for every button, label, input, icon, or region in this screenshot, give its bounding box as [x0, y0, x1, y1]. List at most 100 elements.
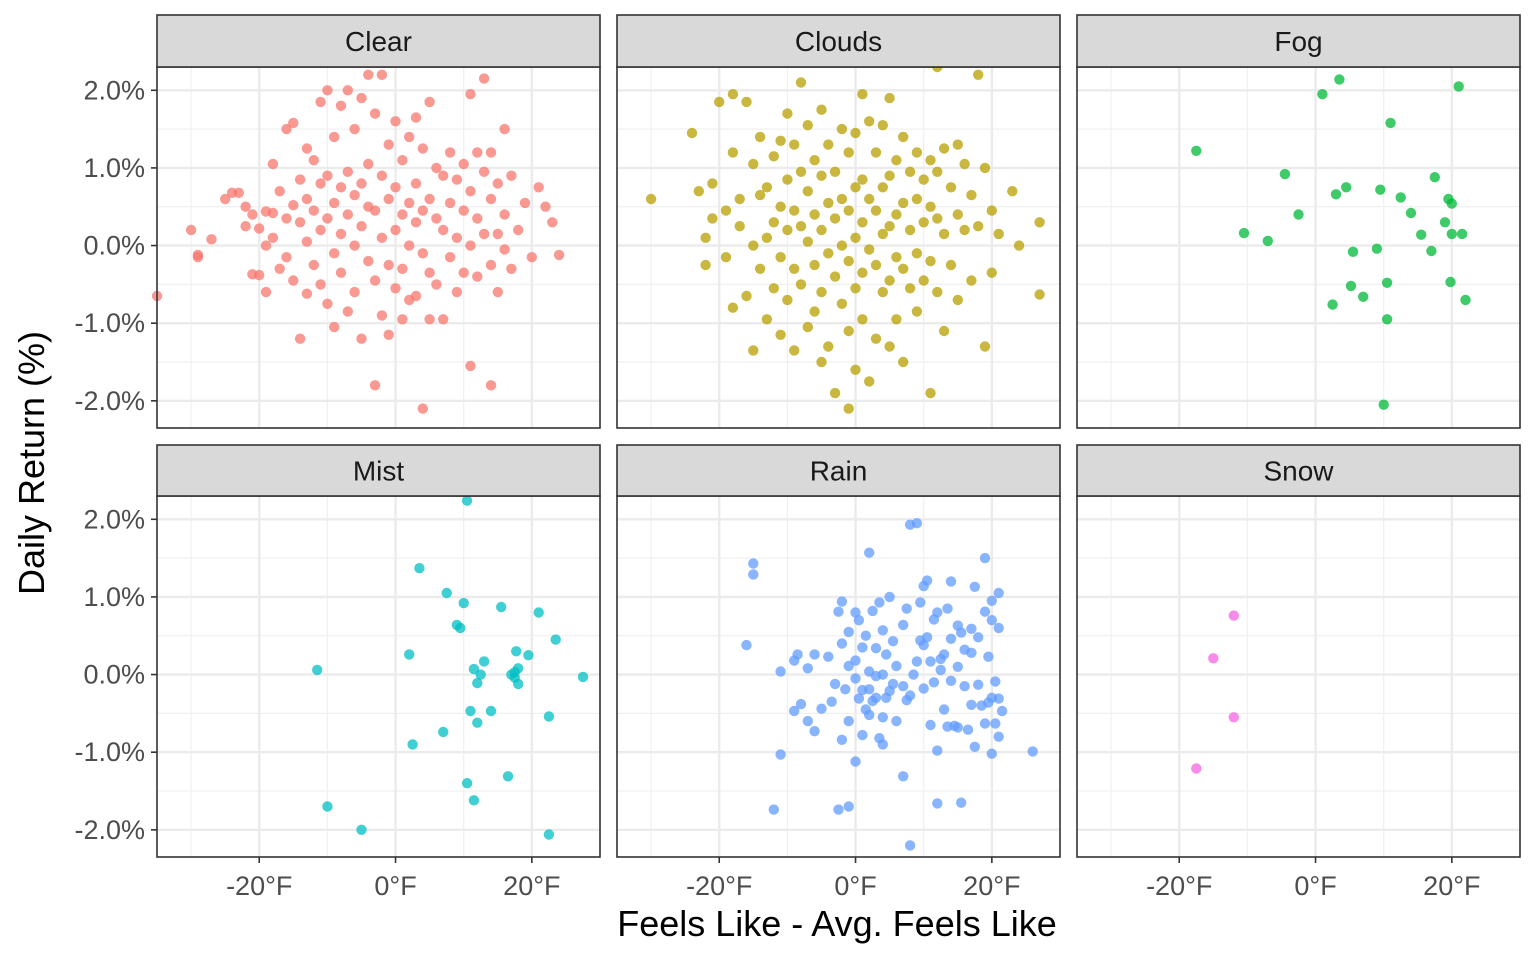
data-point [260, 240, 272, 251]
data-point [748, 558, 759, 569]
data-point [966, 647, 977, 658]
data-point [553, 249, 565, 261]
data-point [898, 197, 909, 209]
data-point [734, 193, 745, 205]
data-point [519, 197, 531, 209]
data-point [335, 182, 347, 193]
data-point [458, 205, 469, 216]
data-point [383, 329, 394, 340]
data-point [281, 252, 292, 263]
data-point [741, 639, 752, 651]
data-point [472, 213, 483, 224]
data-point [540, 201, 551, 212]
data-point [884, 275, 895, 286]
data-point [979, 718, 991, 729]
data-point [1013, 240, 1025, 251]
data-point [884, 92, 895, 104]
y-tick-label: 0.0% [83, 231, 145, 261]
data-point [898, 681, 909, 692]
data-point [959, 158, 970, 170]
data-point [444, 197, 456, 209]
data-point [952, 722, 963, 733]
data-point [853, 615, 865, 626]
data-point [472, 147, 483, 158]
data-point [417, 143, 428, 154]
data-point [322, 298, 333, 309]
x-tick-label: 0°F [374, 871, 416, 901]
data-point [458, 158, 469, 170]
data-point [911, 656, 923, 667]
data-point [741, 96, 752, 108]
data-point [206, 234, 217, 245]
data-point [444, 147, 456, 158]
data-point [898, 771, 909, 782]
x-tick-label: 20°F [1423, 871, 1480, 901]
data-point [511, 646, 522, 657]
data-point [833, 804, 844, 815]
data-point [349, 240, 360, 251]
data-point [1228, 610, 1240, 621]
data-point [829, 213, 841, 224]
data-point [455, 622, 466, 634]
data-point [789, 345, 800, 356]
data-point [850, 127, 861, 139]
data-point [911, 518, 923, 529]
data-point [877, 286, 888, 298]
data-point [925, 656, 936, 667]
data-point [789, 205, 800, 216]
data-point [836, 638, 848, 649]
y-tick-label: 1.0% [83, 153, 145, 183]
data-point [288, 200, 299, 211]
facet-panel-fog: Fog [1076, 14, 1521, 429]
data-point [816, 104, 827, 115]
data-point [792, 649, 803, 660]
data-point [369, 380, 381, 391]
data-point [754, 263, 766, 274]
data-point [877, 228, 888, 240]
data-point [315, 224, 326, 236]
data-point [533, 607, 544, 618]
data-point [1347, 246, 1359, 257]
data-point [322, 213, 333, 224]
data-point [301, 288, 313, 299]
data-point [356, 221, 367, 232]
data-point [823, 197, 834, 209]
data-point [938, 325, 950, 337]
data-point [884, 221, 895, 232]
facet-strip [1076, 14, 1521, 68]
data-point [829, 678, 841, 690]
data-point [986, 748, 997, 759]
data-point [322, 85, 333, 96]
data-point [461, 495, 473, 506]
facet-strip [616, 444, 1061, 497]
data-point [864, 116, 875, 127]
data-point [956, 627, 967, 638]
data-point [864, 709, 875, 721]
data-point [720, 205, 732, 216]
facet-panel-rain: Rain -20°F 0°F 20°F [616, 444, 1061, 901]
data-point [979, 552, 991, 564]
data-point [451, 232, 463, 243]
data-point [850, 655, 861, 666]
facet-strip [156, 444, 601, 497]
data-point [390, 116, 401, 127]
facet-strip-label: Snow [1263, 456, 1334, 487]
data-point [714, 96, 725, 108]
data-point [407, 739, 418, 750]
data-point [472, 271, 483, 282]
data-point [451, 286, 463, 298]
data-point [870, 692, 882, 703]
data-point [918, 275, 929, 286]
data-point [864, 684, 875, 695]
data-point [1327, 299, 1338, 310]
data-point [956, 797, 967, 808]
data-point [768, 217, 779, 228]
data-point [843, 147, 854, 158]
x-tick-label: -20°F [686, 871, 752, 901]
data-point [1378, 399, 1389, 410]
data-point [816, 356, 827, 368]
data-point [925, 155, 936, 166]
data-point [294, 174, 306, 185]
data-point [891, 715, 902, 727]
data-point [973, 632, 984, 643]
